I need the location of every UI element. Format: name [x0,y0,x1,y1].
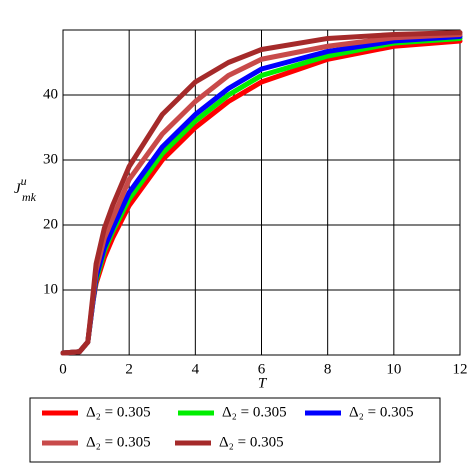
y-label-sup: u [21,174,27,188]
x-tick-label: 6 [258,361,266,377]
x-tick-label: 4 [192,361,200,377]
y-tick-label: 10 [43,281,58,297]
legend-label: Δ₂ = 0.305 [349,404,414,420]
x-axis-label: T [258,375,268,391]
legend-label: Δ₂ = 0.305 [219,434,284,450]
y-label-sub: mk [22,190,37,204]
y-axis-label: Ju mk [14,174,37,204]
series-line [60,30,463,356]
x-tick-label: 8 [324,361,332,377]
y-label-base: J [14,181,22,197]
legend-label: Δ₂ = 0.305 [86,404,151,420]
y-tick-label: 30 [43,151,58,167]
y-tick-label: 20 [43,216,58,232]
legend-label: Δ₂ = 0.305 [222,404,287,420]
y-tick-label: 40 [43,86,58,102]
legend-box [29,397,441,463]
x-tick-label: 12 [453,361,468,377]
x-tick-label: 2 [125,361,133,377]
legend-label: Δ₂ = 0.305 [86,434,151,450]
x-tick-label: 10 [386,361,401,377]
x-tick-label: 0 [59,361,67,377]
